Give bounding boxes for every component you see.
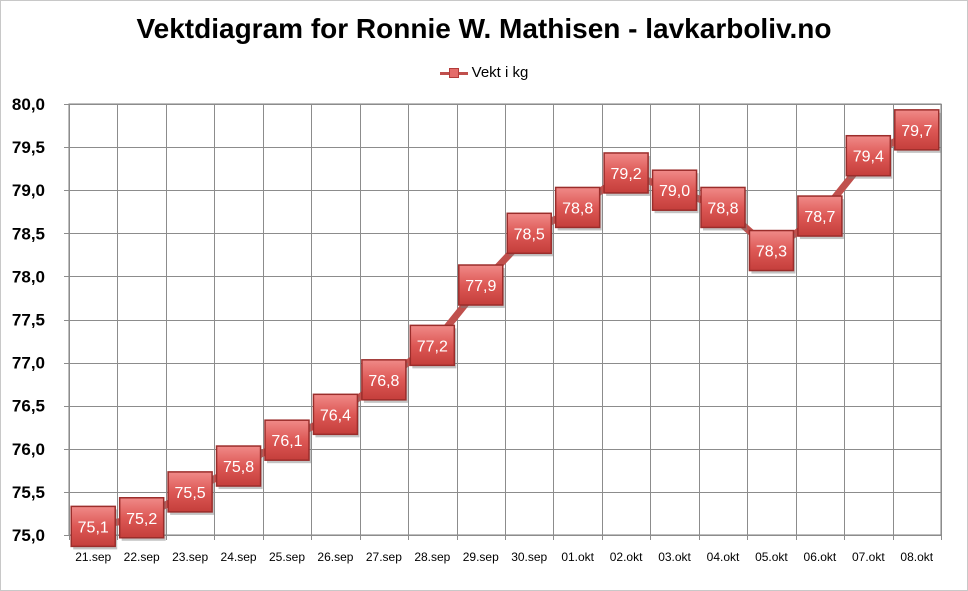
x-tick-label: 29.sep bbox=[463, 550, 499, 564]
data-point-marker bbox=[554, 186, 601, 229]
data-point: 79,0 bbox=[651, 169, 699, 214]
data-point: 75,8 bbox=[215, 445, 263, 490]
data-point-marker bbox=[215, 445, 262, 487]
x-tick-label: 25.sep bbox=[269, 550, 305, 564]
data-label: 79,7 bbox=[901, 123, 932, 140]
y-tick-label: 75,0 bbox=[12, 526, 45, 545]
y-tick-label: 77,0 bbox=[12, 354, 45, 373]
data-point-marker bbox=[312, 393, 359, 436]
data-point-marker bbox=[700, 186, 746, 229]
y-tick-label: 77,5 bbox=[12, 311, 45, 330]
data-point: 78,8 bbox=[700, 186, 747, 231]
data-point-marker bbox=[409, 324, 456, 367]
data-label: 75,8 bbox=[223, 459, 254, 476]
data-point-marker bbox=[506, 212, 552, 255]
x-tick-label: 06.okt bbox=[804, 550, 837, 564]
x-tick-label: 30.sep bbox=[511, 550, 547, 564]
data-label: 76,4 bbox=[320, 407, 351, 424]
x-tick-label: 05.okt bbox=[755, 550, 788, 564]
y-tick-label: 76,5 bbox=[12, 397, 45, 416]
y-tick-label: 80,0 bbox=[12, 95, 45, 114]
data-point-marker bbox=[458, 264, 504, 306]
y-tick-label: 78,0 bbox=[12, 267, 45, 286]
chart-title: Vektdiagram for Ronnie W. Mathisen - lav… bbox=[136, 13, 832, 44]
data-point-marker bbox=[894, 109, 940, 151]
x-tick-label: 26.sep bbox=[317, 550, 353, 564]
data-point-marker bbox=[70, 505, 116, 548]
data-label: 79,0 bbox=[659, 183, 690, 200]
data-point: 79,2 bbox=[603, 152, 651, 196]
data-point-marker bbox=[361, 359, 407, 401]
data-point: 75,2 bbox=[118, 497, 166, 541]
data-point: 79,7 bbox=[894, 109, 941, 153]
data-point: 78,5 bbox=[506, 212, 554, 257]
data-point-marker bbox=[167, 471, 213, 513]
data-label: 75,5 bbox=[175, 485, 206, 502]
data-point: 76,4 bbox=[312, 393, 360, 438]
x-tick-label: 28.sep bbox=[414, 550, 450, 564]
data-label: 76,1 bbox=[271, 433, 302, 450]
data-point-marker bbox=[264, 419, 310, 461]
y-tick-label: 79,0 bbox=[12, 181, 45, 200]
data-label: 77,9 bbox=[465, 278, 496, 295]
data-label: 76,8 bbox=[368, 373, 399, 390]
data-point: 78,8 bbox=[554, 186, 602, 231]
legend-marker-icon bbox=[439, 67, 468, 79]
data-point-marker bbox=[603, 152, 649, 194]
x-tick-label: 22.sep bbox=[124, 550, 160, 564]
x-tick-label: 02.okt bbox=[610, 550, 643, 564]
data-label: 78,5 bbox=[514, 226, 545, 243]
legend-label: Vekt i kg bbox=[471, 64, 529, 81]
data-point: 77,9 bbox=[458, 264, 505, 309]
data-point: 78,7 bbox=[797, 195, 844, 240]
data-point: 75,5 bbox=[167, 471, 215, 515]
data-label: 78,8 bbox=[562, 200, 593, 217]
data-point: 78,3 bbox=[748, 229, 796, 274]
y-tick-label: 79,5 bbox=[12, 138, 45, 157]
x-tick-label: 24.sep bbox=[221, 550, 257, 564]
y-tick-label: 75,5 bbox=[12, 483, 45, 502]
data-label: 77,2 bbox=[417, 338, 448, 355]
y-tick-label: 76,0 bbox=[12, 440, 45, 459]
data-label: 79,2 bbox=[611, 166, 642, 183]
data-point: 77,2 bbox=[409, 324, 457, 369]
x-tick-label: 04.okt bbox=[707, 550, 740, 564]
data-point: 76,1 bbox=[264, 419, 311, 464]
data-label: 78,8 bbox=[707, 200, 738, 217]
x-tick-label: 27.sep bbox=[366, 550, 402, 564]
data-point-marker bbox=[845, 134, 892, 177]
data-label: 78,3 bbox=[756, 244, 787, 261]
data-point-marker bbox=[748, 229, 795, 272]
legend: Vekt i kg bbox=[1, 64, 967, 81]
x-tick-label: 01.okt bbox=[561, 550, 594, 564]
y-tick-label: 78,5 bbox=[12, 224, 45, 243]
x-tick-label: 07.okt bbox=[852, 550, 885, 564]
data-point: 76,8 bbox=[361, 359, 408, 403]
data-label: 75,2 bbox=[126, 511, 157, 528]
data-point: 75,1 bbox=[70, 505, 118, 550]
data-label: 79,4 bbox=[853, 149, 884, 166]
data-point-marker bbox=[797, 195, 843, 237]
x-tick-label: 21.sep bbox=[75, 550, 111, 564]
x-tick-label: 08.okt bbox=[900, 550, 933, 564]
x-tick-label: 23.sep bbox=[172, 550, 208, 564]
data-point-marker bbox=[651, 169, 698, 211]
data-label: 75,1 bbox=[78, 519, 109, 536]
data-point-marker bbox=[118, 497, 165, 539]
data-point: 79,4 bbox=[845, 134, 893, 179]
data-label: 78,7 bbox=[804, 209, 835, 226]
x-tick-label: 03.okt bbox=[658, 550, 691, 564]
